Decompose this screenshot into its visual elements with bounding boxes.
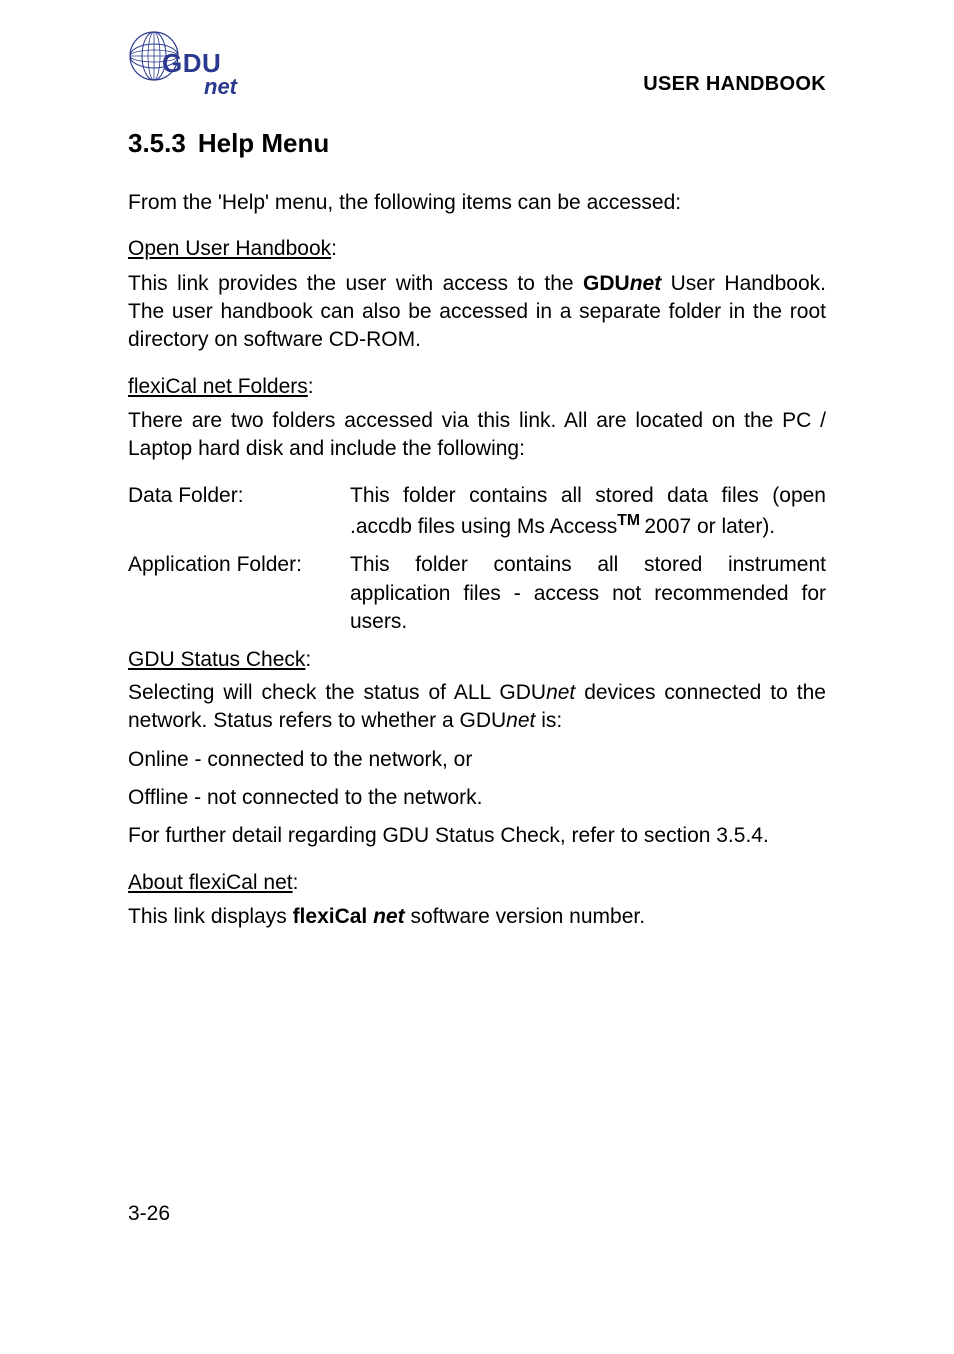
logo: GDU net — [128, 30, 258, 100]
page-number: 3-26 — [128, 1202, 170, 1226]
logo-text-sub: net — [204, 74, 237, 100]
folder-desc: This folder contains all stored instrume… — [350, 551, 826, 636]
folder-label: Data Folder: — [128, 482, 350, 542]
header-title: USER HANDBOOK — [643, 73, 826, 100]
gdu-status-refer: For further detail regarding GDU Status … — [128, 822, 826, 850]
gdu-status-offline: Offline - not connected to the network. — [128, 784, 826, 812]
gdu-status-online: Online - connected to the network, or — [128, 746, 826, 774]
folder-row: Data Folder:This folder contains all sto… — [128, 482, 826, 542]
folder-label: Application Folder: — [128, 551, 350, 636]
subhead-flexical-folders: flexiCal net Folders: — [128, 373, 826, 401]
folder-row: Application Folder:This folder contains … — [128, 551, 826, 636]
about-body: This link displays flexiCal net software… — [128, 903, 826, 931]
folder-list: Data Folder:This folder contains all sto… — [128, 482, 826, 637]
subhead-gdu-status: GDU Status Check: — [128, 646, 826, 674]
intro-text: From the 'Help' menu, the following item… — [128, 189, 826, 217]
folder-desc: This folder contains all stored data fil… — [350, 482, 826, 542]
flexical-folders-intro: There are two folders accessed via this … — [128, 407, 826, 464]
gdu-status-body: Selecting will check the status of ALL G… — [128, 679, 826, 736]
section-title: Help Menu — [198, 128, 329, 158]
subhead-about: About flexiCal net: — [128, 869, 826, 897]
section-number: 3.5.3 — [128, 128, 186, 159]
page-header: GDU net USER HANDBOOK — [128, 30, 826, 100]
section-heading: 3.5.3 Help Menu — [128, 128, 826, 159]
open-handbook-body: This link provides the user with access … — [128, 270, 826, 355]
subhead-open-handbook: Open User Handbook: — [128, 235, 826, 263]
